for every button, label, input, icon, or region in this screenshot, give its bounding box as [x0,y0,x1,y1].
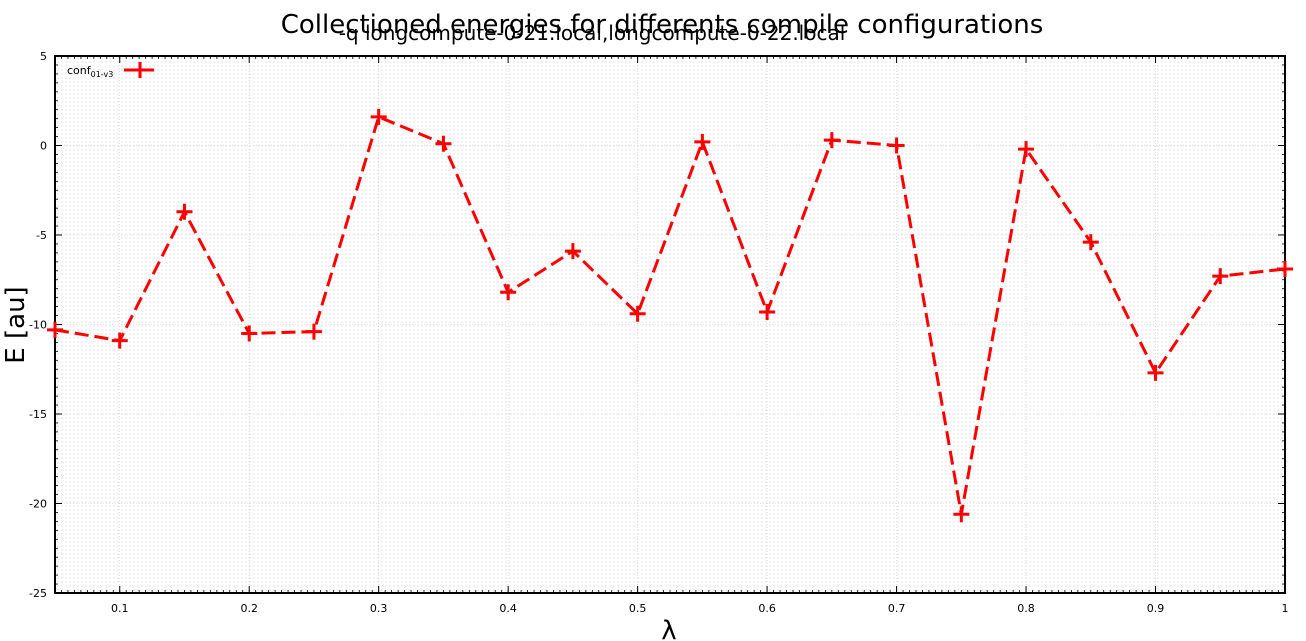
x-tick-label: 0.1 [111,602,129,615]
data-point [888,137,905,154]
x-tick-label: 0.6 [758,602,776,615]
legend: conf01-v3 [67,62,154,79]
y-tick-labels: 5 0 -5 -10 -15 -20 -25 [29,50,47,600]
y-tick-label: -20 [29,498,47,511]
data-point [564,243,581,260]
chart-subtitle: -q longcompute-0-21.local,longcompute-0-… [339,21,846,45]
x-tick-label: 1 [1282,602,1289,615]
x-tick-label: 0.3 [370,602,388,615]
x-tick-label: 0.9 [1147,602,1165,615]
x-tick-label: 0.5 [629,602,647,615]
x-tick-label: 0.4 [499,602,517,615]
x-tick-label: 0.8 [1017,602,1035,615]
series-layer [47,108,1293,523]
data-point [953,506,970,523]
y-tick-label: 5 [40,50,47,63]
y-tick-label: -10 [29,319,47,332]
y-tick-label: -5 [36,229,47,242]
data-point [47,321,63,338]
legend-label: conf01-v3 [67,64,113,79]
data-point [1082,234,1099,251]
data-point [435,135,452,152]
y-tick-label: -15 [29,408,47,421]
x-tick-label: 0.7 [888,602,906,615]
x-tick-labels: 0.1 0.2 0.3 0.4 0.5 0.6 0.7 0.8 0.9 1 [111,602,1289,615]
chart-title: Collectioned energies for differents com… [281,10,1044,40]
data-point [823,132,840,149]
data-point [1018,141,1035,158]
legend-series-subscript: 01-v3 [91,70,114,79]
data-point [629,305,646,322]
y-tick-label: 0 [40,140,47,153]
data-point [241,325,258,342]
x-axis-label: λ [661,616,676,641]
data-point [370,108,387,125]
data-point [111,332,128,349]
data-point [305,323,322,340]
data-point [176,203,193,220]
data-point [1212,268,1229,285]
data-point [759,303,776,320]
y-axis-label: E [au] [1,286,31,363]
legend-swatch [124,62,154,78]
legend-series-name: conf [67,64,92,77]
data-point [1277,261,1293,278]
series-line [54,115,1286,516]
data-point [694,133,711,150]
data-point [1147,364,1164,381]
data-point [500,284,517,301]
y-tick-label: -25 [29,587,47,600]
x-tick-label: 0.2 [240,602,258,615]
axes [54,55,1286,594]
